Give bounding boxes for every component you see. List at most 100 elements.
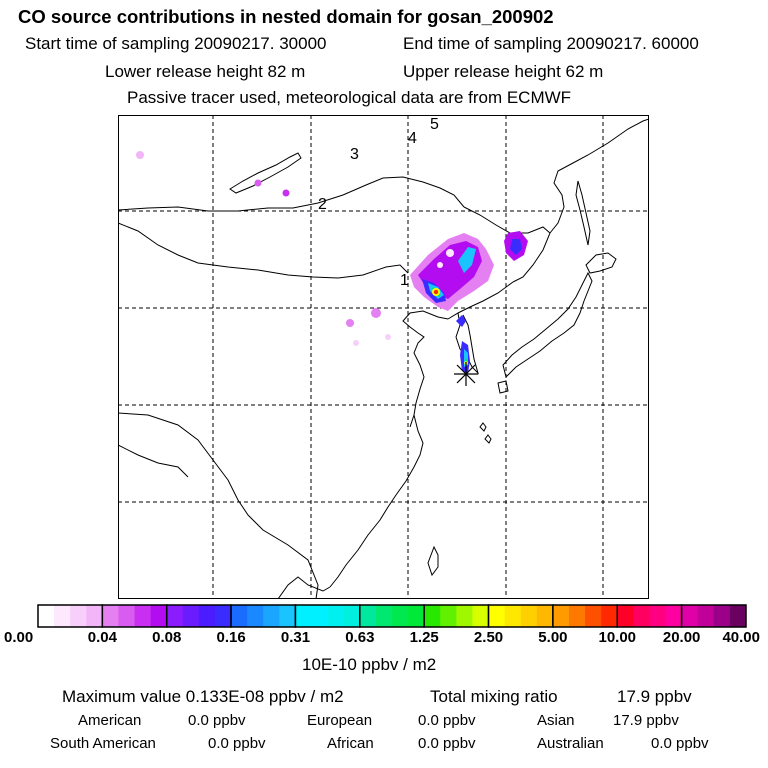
lower-release-height: Lower release height 82 m [105, 62, 306, 81]
region-value: 17.9 ppbv [613, 712, 679, 729]
total-mixing-label: Total mixing ratio [430, 687, 558, 706]
colorbar-swatch [118, 605, 136, 627]
region-name: African [327, 735, 374, 752]
colorbar-swatch [166, 605, 184, 627]
colorbar-swatch [359, 605, 377, 627]
trajectory-label-4: 4 [408, 130, 417, 147]
plume-blob [346, 319, 354, 327]
coastlines [118, 118, 649, 599]
colorbar-swatch [279, 605, 296, 627]
region-value: 0.0 ppbv [651, 735, 709, 752]
plume-blob [136, 151, 144, 159]
plume-east-core [510, 239, 522, 255]
trajectory-label-3: 3 [350, 146, 359, 163]
colorbar-swatch [311, 605, 329, 627]
plume-blob [371, 308, 381, 318]
region-value: 0.0 ppbv [418, 712, 476, 729]
map-panel: 1 2 3 4 5 [118, 115, 649, 599]
colorbar-swatch [424, 605, 441, 627]
colorbar-swatch [697, 605, 715, 627]
colorbar-swatch [729, 605, 747, 627]
colorbar-segment [680, 604, 747, 628]
colorbar [37, 604, 747, 628]
colorbar-swatch [295, 605, 313, 627]
colorbar-tick: 40.00 [722, 629, 760, 646]
plume-blob [282, 189, 290, 197]
trajectory-label-5: 5 [430, 116, 439, 133]
colorbar-swatch [134, 605, 152, 627]
region-name: South American [50, 735, 156, 752]
colorbar-swatch [392, 605, 409, 627]
colorbar-swatch [182, 605, 200, 627]
colorbar-swatch [54, 605, 71, 627]
colorbar-swatch [552, 605, 570, 627]
end-time-label: End time of sampling 20090217. 60000 [403, 34, 699, 53]
maximum-value: Maximum value 0.133E-08 ppbv / m2 [62, 687, 344, 706]
region-name: Asian [537, 712, 575, 729]
colorbar-swatch [70, 605, 87, 627]
colorbar-swatch [440, 605, 457, 627]
colorbar-swatch [86, 605, 103, 627]
colorbar-swatch [247, 605, 264, 627]
colorbar-swatch [150, 605, 168, 627]
colorbar-swatch [38, 605, 55, 627]
colorbar-swatch [263, 605, 280, 627]
colorbar-swatch [681, 605, 699, 627]
colorbar-swatch [520, 605, 538, 627]
colorbar-swatch [472, 605, 490, 627]
colorbar-tick: 20.00 [662, 629, 701, 646]
receptor-asterisk-icon [454, 362, 478, 386]
colorbar-swatch [343, 605, 361, 627]
colorbar-swatch [665, 605, 683, 627]
colorbar-swatch [569, 605, 586, 627]
concentration-plume [136, 151, 528, 373]
colorbar-swatch [585, 605, 602, 627]
map-grid [118, 115, 649, 599]
colorbar-swatch [231, 605, 248, 627]
colorbar-swatch [536, 605, 554, 627]
colorbar-swatch [488, 605, 506, 627]
region-name: American [78, 712, 142, 729]
colorbar-swatch [633, 605, 650, 627]
plume-blob [353, 340, 359, 346]
plume-blob [254, 179, 262, 187]
colorbar-tick: 2.50 [473, 629, 504, 646]
region-name: European [307, 712, 373, 729]
colorbar-tick: 10.00 [598, 629, 637, 646]
upper-release-height: Upper release height 62 m [403, 62, 604, 81]
plume-korea [456, 315, 466, 327]
colorbar-swatch [456, 605, 473, 627]
plume-max [433, 289, 439, 295]
plot-title: CO source contributions in nested domain… [18, 6, 554, 27]
colorbar-swatch [215, 605, 232, 627]
region-value: 0.0 ppbv [208, 735, 266, 752]
colorbar-swatch [713, 605, 731, 627]
colorbar-tick: 0.08 [152, 629, 182, 646]
total-mixing-value: 17.9 ppbv [617, 687, 692, 706]
colorbar-swatch [601, 605, 618, 627]
colorbar-swatch [649, 605, 667, 627]
colorbar-swatch [408, 605, 425, 627]
colorbar-tick: 5.00 [538, 629, 568, 646]
colorbar-tick: 0.63 [345, 629, 375, 646]
region-value: 0.0 ppbv [418, 735, 476, 752]
colorbar-swatch [102, 605, 119, 627]
map-frame [118, 115, 649, 599]
colorbar-tick: 0.00 [4, 629, 34, 646]
colorbar-swatch [617, 605, 634, 627]
colorbar-swatch [198, 605, 216, 627]
tracer-note: Passive tracer used, meteorological data… [127, 88, 572, 107]
colorbar-unit-label: 10E-10 ppbv / m2 [302, 655, 437, 674]
region-value: 0.0 ppbv [188, 712, 246, 729]
region-name: Australian [537, 735, 604, 752]
plume-blob [385, 334, 391, 340]
colorbar-tick: 0.16 [216, 629, 246, 646]
colorbar-swatch [504, 605, 522, 627]
trajectory-label-2: 2 [318, 196, 327, 213]
trajectory-label-1: 1 [400, 272, 409, 289]
colorbar-swatch [375, 605, 393, 627]
colorbar-tick: 0.04 [87, 629, 117, 646]
plume-cyan-ne [458, 247, 476, 273]
colorbar-tick: 1.25 [409, 629, 439, 646]
colorbar-swatch [327, 605, 345, 627]
